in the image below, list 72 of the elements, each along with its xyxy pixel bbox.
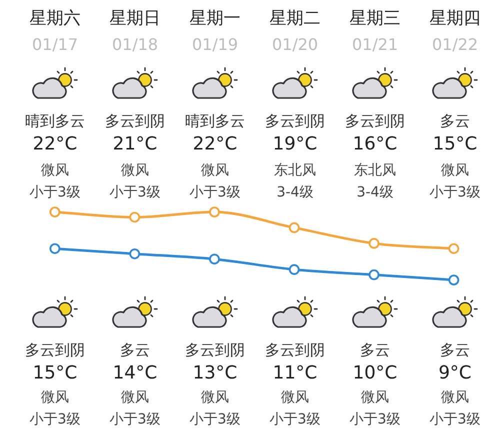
text: 晴到多云 — [185, 112, 245, 130]
x-tick-label: 星期日 — [110, 8, 160, 28]
text: 微风 — [41, 162, 69, 179]
text: 多云到阴 — [185, 340, 245, 359]
data-label: 10°C — [352, 362, 398, 384]
text: 01/18 — [112, 35, 158, 54]
x-tick-label: 星期四 — [430, 8, 480, 28]
text: 小于3级 — [270, 412, 320, 428]
text: 多云到阴 — [25, 340, 85, 359]
text: 微风 — [41, 390, 69, 406]
data-label: 22°C — [192, 134, 238, 155]
text: 多云到阴 — [105, 112, 165, 130]
point — [368, 238, 380, 249]
text: 多云到阴 — [265, 112, 325, 130]
text: 01/17 — [32, 35, 78, 54]
text: 微风 — [441, 390, 469, 406]
data-label: 15°C — [432, 134, 478, 155]
text: 小于3级 — [30, 184, 80, 201]
data-label: 16°C — [352, 134, 398, 155]
text: 01/22 — [432, 35, 478, 54]
text: 多云到阴 — [265, 340, 325, 359]
x-tick-label: 星期六 — [30, 8, 80, 28]
text: 多云 — [360, 340, 390, 359]
text: 01/19 — [192, 35, 238, 54]
point — [209, 206, 220, 218]
point — [368, 269, 380, 280]
x-tick-label: 星期三 — [350, 8, 400, 28]
text: 多云 — [440, 340, 470, 359]
data-label: 14°C — [112, 362, 158, 384]
x-tick-label: 星期二 — [270, 8, 320, 28]
text: 3-4级 — [356, 184, 394, 201]
text: 多云到阴 — [345, 112, 405, 130]
point — [49, 206, 60, 218]
data-label: 9°C — [438, 362, 472, 384]
text: 小于3级 — [430, 184, 480, 201]
point — [448, 274, 460, 286]
text: 小于3级 — [30, 412, 80, 428]
text: 东北风 — [354, 162, 396, 179]
text: 01/21 — [352, 35, 398, 54]
point — [49, 243, 60, 254]
text: 微风 — [281, 390, 309, 406]
text: 小于3级 — [110, 412, 160, 428]
text: 微风 — [361, 390, 389, 406]
text: 微风 — [201, 162, 229, 179]
point — [129, 212, 140, 223]
text: 小于3级 — [430, 412, 480, 428]
text: 小于3级 — [190, 412, 240, 428]
x-tick-label: 星期一 — [190, 8, 240, 28]
text: 微风 — [121, 390, 149, 406]
data-label: 22°C — [32, 134, 78, 155]
text: 多云 — [440, 112, 470, 130]
data-label: 13°C — [192, 362, 238, 384]
text: 小于3级 — [190, 184, 240, 201]
data-label: 11°C — [272, 362, 318, 384]
data-label: 15°C — [32, 362, 78, 384]
text: 东北风 — [274, 162, 316, 179]
text: 小于3级 — [110, 184, 160, 201]
text: 3-4级 — [276, 184, 314, 201]
point — [129, 248, 140, 260]
point — [209, 254, 220, 264]
data-label: 21°C — [112, 134, 158, 155]
text: 多云 — [120, 340, 150, 359]
text: 微风 — [201, 390, 229, 406]
point — [448, 243, 460, 254]
text: 01/20 — [272, 35, 318, 54]
point — [288, 264, 300, 275]
text: 晴到多云 — [25, 112, 85, 130]
text: 微风 — [121, 162, 149, 179]
point — [288, 222, 300, 234]
text: 微风 — [441, 162, 469, 179]
text: 小于3级 — [350, 412, 400, 428]
data-label: 19°C — [272, 134, 318, 155]
